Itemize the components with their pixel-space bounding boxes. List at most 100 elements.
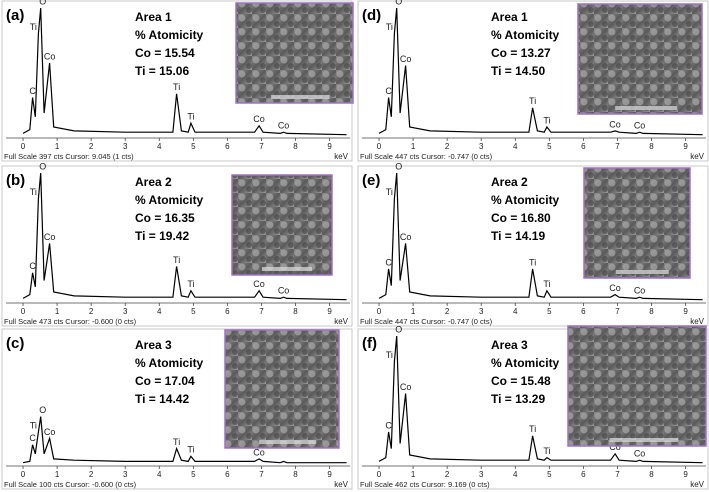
x-tick-label: 3: [479, 307, 484, 316]
peak-label: O: [39, 405, 46, 415]
ti-value: Ti = 13.29: [491, 392, 545, 406]
x-tick-label: 4: [513, 307, 518, 316]
footer: Full Scale 462 cts Cursor: 9.169 (0 cts): [360, 480, 490, 489]
peak-label: Co: [634, 121, 646, 131]
x-axis-label: keV: [690, 317, 704, 326]
x-tick-label: 4: [157, 470, 162, 479]
panel-frame: [357, 165, 709, 327]
x-tick-label: 7: [615, 307, 620, 316]
x-tick-label: 6: [225, 307, 230, 316]
heading: % Atomicity: [135, 193, 204, 207]
area-title: Area 2: [491, 175, 528, 189]
x-tick-label: 8: [293, 307, 298, 316]
x-tick-label: 6: [225, 470, 230, 479]
sem-image: [235, 2, 354, 104]
area-title: Area 1: [135, 10, 172, 24]
spectrum-line: [22, 416, 347, 464]
sem-image: [231, 174, 333, 276]
x-tick-label: 3: [479, 470, 484, 479]
x-tick-label: 9: [683, 307, 688, 316]
peak-label: O: [39, 161, 46, 171]
ti-value: Ti = 14.50: [491, 64, 545, 78]
peak-label: Ti: [30, 22, 37, 32]
peak-label: C: [385, 86, 392, 96]
x-tick-label: 0: [21, 142, 26, 151]
peak-label: Co: [44, 51, 56, 61]
panel-label: (e): [362, 172, 380, 189]
peak-label: C: [385, 257, 392, 267]
x-tick-label: 8: [293, 470, 298, 479]
heading: % Atomicity: [135, 28, 204, 42]
footer: Full Scale 100 cts Cursor: -0.600 (0 cts…: [4, 480, 137, 489]
footer: Full Scale 447 cts Cursor: -0.747 (0 cts…: [360, 152, 493, 161]
x-tick-label: 5: [547, 142, 552, 151]
x-tick-label: 8: [649, 470, 654, 479]
sem-scale-bar: [609, 438, 679, 442]
x-tick-label: 8: [649, 307, 654, 316]
peak-label: Co: [609, 442, 621, 452]
x-tick-label: 3: [123, 307, 128, 316]
peak-label: C: [29, 86, 36, 96]
peak-label: Ti: [187, 445, 194, 455]
panel-label: (f): [362, 335, 377, 352]
peak-label: Ti: [543, 446, 550, 456]
x-axis-label: keV: [334, 317, 348, 326]
peak-label: Co: [609, 119, 621, 129]
sem-image: [583, 167, 691, 279]
x-tick-label: 9: [327, 470, 332, 479]
x-tick-label: 4: [513, 142, 518, 151]
spectrum-line: [378, 172, 703, 301]
x-tick-label: 1: [411, 470, 416, 479]
sem-image: [224, 329, 340, 449]
x-tick-label: 4: [513, 470, 518, 479]
x-tick-label: 3: [123, 470, 128, 479]
heading: % Atomicity: [491, 193, 560, 207]
x-tick-label: 5: [547, 470, 552, 479]
heading: % Atomicity: [491, 28, 560, 42]
peak-label: O: [395, 161, 402, 171]
heading: % Atomicity: [491, 356, 560, 370]
spectrum-line: [378, 335, 703, 464]
sem-scale-bar: [615, 106, 678, 110]
peak-label: Co: [400, 382, 412, 392]
peak-label: Co: [44, 232, 56, 242]
co-value: Co = 16.80: [491, 211, 551, 225]
peak-label: Ti: [173, 82, 180, 92]
area-title: Area 3: [491, 338, 528, 352]
x-tick-label: 2: [89, 470, 94, 479]
peak-label: Ti: [173, 437, 180, 447]
peak-label: Co: [609, 283, 621, 293]
sem-scale-bar: [259, 440, 317, 444]
peak-label: Co: [278, 121, 290, 131]
peak-label: C: [29, 433, 36, 443]
peak-label: Ti: [529, 96, 536, 106]
sem-scale-bar: [271, 95, 330, 99]
x-tick-label: 7: [259, 470, 264, 479]
x-tick-label: 0: [377, 307, 382, 316]
peak-label: Co: [634, 449, 646, 459]
footer: Full Scale 397 cts Cursor: 9.045 (1 cts): [4, 152, 134, 161]
footer: Full Scale 447 cts Cursor: -0.747 (0 cts…: [360, 317, 493, 326]
peak-label: Co: [253, 114, 265, 124]
x-tick-label: 9: [683, 470, 688, 479]
peak-label: Ti: [386, 350, 393, 360]
panel-frame: [357, 0, 709, 162]
x-tick-label: 7: [615, 142, 620, 151]
spectrum-line: [22, 172, 347, 301]
ti-value: Ti = 15.06: [135, 64, 189, 78]
x-tick-label: 0: [377, 142, 382, 151]
sem-scale-bar: [262, 267, 312, 271]
x-tick-label: 6: [581, 470, 586, 479]
sem-image: [567, 325, 707, 447]
ti-value: Ti = 14.42: [135, 392, 189, 406]
x-tick-label: 3: [479, 142, 484, 151]
x-tick-label: 7: [259, 307, 264, 316]
x-tick-label: 1: [411, 142, 416, 151]
peak-label: O: [39, 0, 46, 6]
x-tick-label: 1: [55, 470, 60, 479]
peak-label: Ti: [529, 424, 536, 434]
peak-label: Ti: [173, 255, 180, 265]
